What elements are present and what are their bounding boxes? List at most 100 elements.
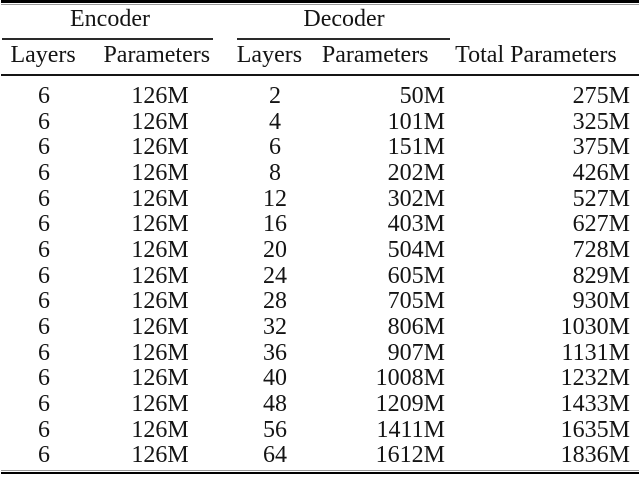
table-cell: 6	[38, 262, 50, 289]
table-cell: 20	[263, 236, 287, 263]
table-row: 6 126M 40 1008M 1232M	[0, 366, 640, 392]
table-cell: 6	[38, 442, 50, 469]
table-row: 6 126M 4 101M 325M	[0, 108, 640, 136]
table-row: 6 126M 28 705M 930M	[0, 289, 640, 315]
column-header-decoder-parameters: Parameters	[321, 42, 429, 68]
table-row: 6 126M 2 50M 275M	[0, 83, 640, 110]
column-header-encoder-parameters: Parameters	[103, 42, 211, 68]
encoder-group-header: Encoder	[70, 6, 150, 32]
column-header-decoder-layers: Layers	[236, 42, 303, 68]
table-cell: 48	[263, 390, 287, 417]
table-cell: 126M	[131, 416, 189, 443]
table-cell: 151M	[387, 134, 445, 161]
table-cell: 1433M	[560, 390, 630, 417]
table-cell: 1232M	[560, 365, 630, 392]
table-cell: 1836M	[560, 442, 630, 469]
table-cell: 8	[269, 159, 281, 186]
table-cell: 325M	[572, 108, 630, 135]
table-cell: 6	[38, 211, 50, 238]
table-cell: 6	[38, 288, 50, 315]
table-cell: 6	[269, 134, 281, 161]
table-row: 6 126M 16 403M 627M	[0, 212, 640, 238]
table-cell: 101M	[387, 108, 445, 135]
table-row: 6 126M 64 1612M 1836M	[0, 443, 640, 469]
table-cell: 126M	[131, 134, 189, 161]
table-cell: 126M	[131, 288, 189, 315]
table-cell: 1030M	[560, 313, 630, 340]
table-cell: 6	[38, 365, 50, 392]
table-cell: 6	[38, 416, 50, 443]
table-cell: 126M	[131, 390, 189, 417]
table-cell: 126M	[131, 442, 189, 469]
header-rule	[1, 74, 639, 76]
table-cell: 126M	[131, 159, 189, 186]
table-cell: 527M	[572, 185, 630, 212]
table-cell: 1635M	[560, 416, 630, 443]
table-cell: 126M	[131, 185, 189, 212]
table-row: 6 126M 56 1411M 1635M	[0, 416, 640, 444]
bottom-rule	[1, 471, 639, 475]
table-cell: 403M	[387, 211, 445, 238]
encoder-cmidrule	[2, 38, 213, 40]
table-row: 6 126M 32 806M 1030M	[0, 313, 640, 341]
table-cell: 6	[38, 108, 50, 135]
table-cell: 6	[38, 83, 50, 109]
table-cell: 126M	[131, 365, 189, 392]
table-cell: 202M	[387, 159, 445, 186]
table-cell: 6	[38, 390, 50, 417]
table-cell: 6	[38, 339, 50, 366]
table-cell: 728M	[572, 236, 630, 263]
table-cell: 126M	[131, 236, 189, 263]
top-rule-inner	[1, 3, 639, 5]
column-header-encoder-layers: Layers	[10, 42, 76, 68]
table-row: 6 126M 8 202M 426M	[0, 159, 640, 187]
table-cell: 126M	[131, 339, 189, 366]
table-cell: 504M	[387, 236, 445, 263]
table-cell: 302M	[387, 185, 445, 212]
table-cell: 126M	[131, 83, 189, 109]
table-cell: 126M	[131, 313, 189, 340]
table-cell: 275M	[572, 83, 630, 109]
table-cell: 6	[38, 159, 50, 186]
table-cell: 426M	[572, 159, 630, 186]
table-row: 6 126M 36 907M 1131M	[0, 339, 640, 367]
table-cell: 1612M	[375, 442, 445, 469]
table-cell: 1008M	[375, 365, 445, 392]
table-cell: 605M	[387, 262, 445, 289]
bottom-rule-inner	[1, 469, 639, 471]
table-cell: 6	[38, 236, 50, 263]
table-cell: 126M	[131, 211, 189, 238]
table-row: 6 126M 6 151M 375M	[0, 135, 640, 161]
decoder-cmidrule	[237, 38, 450, 40]
table-cell: 40	[263, 365, 287, 392]
table-cell: 1209M	[375, 390, 445, 417]
table-cell: 12	[263, 185, 287, 212]
table-cell: 32	[263, 313, 287, 340]
table-cell: 829M	[572, 262, 630, 289]
table-cell: 907M	[387, 339, 445, 366]
column-header-total-parameters: Total Parameters	[455, 42, 617, 68]
table-cell: 64	[263, 442, 287, 469]
table-row: 6 126M 12 302M 527M	[0, 185, 640, 213]
table-cell: 28	[263, 288, 287, 315]
table-cell: 806M	[387, 313, 445, 340]
table-cell: 36	[263, 339, 287, 366]
table-cell: 24	[263, 262, 287, 289]
table-cell: 2	[269, 83, 281, 109]
table-cell: 126M	[131, 108, 189, 135]
table-body: 6 126M 2 50M 275M 6 126M 4 101M 325M 6 126M 6 151M 375…	[0, 83, 640, 469]
table-cell: 6	[38, 185, 50, 212]
table-cell: 1411M	[376, 416, 445, 443]
decoder-group-header: Decoder	[303, 6, 385, 32]
table-cell: 16	[263, 211, 287, 238]
table-cell: 6	[38, 134, 50, 161]
table-row: 6 126M 24 605M 829M	[0, 262, 640, 290]
table-cell: 930M	[572, 288, 630, 315]
table-row: 6 126M 48 1209M 1433M	[0, 390, 640, 418]
table-row: 6 126M 20 504M 728M	[0, 236, 640, 264]
table-cell: 126M	[131, 262, 189, 289]
table-cell: 375M	[572, 134, 630, 161]
table-cell: 6	[38, 313, 50, 340]
table-cell: 705M	[387, 288, 445, 315]
